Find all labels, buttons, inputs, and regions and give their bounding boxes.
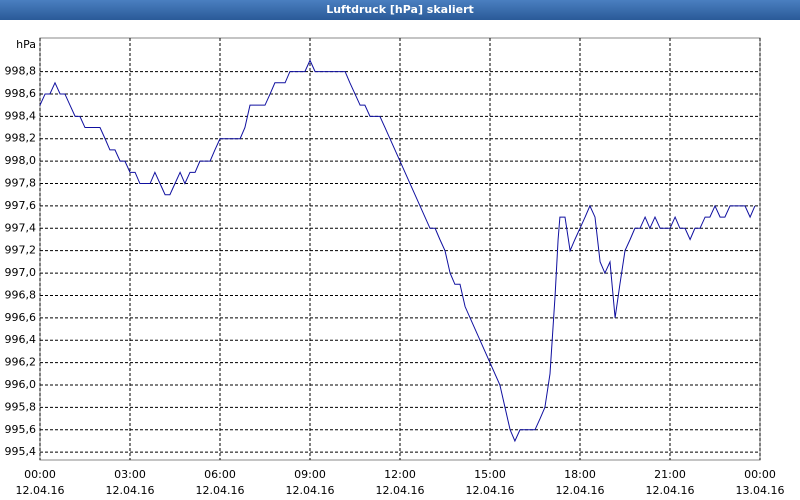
y-tick-label: 998,0 [5, 154, 37, 167]
y-tick-label: 995,4 [5, 445, 37, 458]
y-tick-label: 997,2 [5, 244, 37, 257]
y-tick-label: 995,6 [5, 423, 37, 436]
x-tick-label: 00:00 12.04.16 [15, 468, 65, 497]
y-tick-label: 998,4 [5, 109, 37, 122]
y-tick-label: 996,2 [5, 356, 37, 369]
y-tick-label: 998,6 [5, 87, 37, 100]
x-tick-label: 21:00 12.04.16 [645, 468, 695, 497]
y-tick-label: 996,6 [5, 311, 37, 324]
y-tick-label: 997,0 [5, 266, 37, 279]
y-tick-label: 997,8 [5, 177, 37, 190]
x-tick-label: 06:00 12.04.16 [195, 468, 245, 497]
y-tick-label: 998,2 [5, 132, 37, 145]
y-tick-label: 996,8 [5, 288, 37, 301]
x-tick-label: 18:00 12.04.16 [555, 468, 605, 497]
y-tick-label: 997,6 [5, 199, 37, 212]
x-tick-label: 00:00 13.04.16 [735, 468, 785, 497]
y-tick-label: 996,0 [5, 378, 37, 391]
chart-title: Luftdruck [hPa] skaliert [0, 0, 800, 20]
y-tick-label: 996,4 [5, 333, 37, 346]
data-line [39, 59, 756, 443]
x-tick-label: 03:00 12.04.16 [105, 468, 155, 497]
y-axis-label: hPa [16, 38, 36, 51]
y-tick-label: 998,8 [5, 65, 37, 78]
y-tick-label: 995,8 [5, 400, 37, 413]
x-tick-label: 09:00 12.04.16 [285, 468, 335, 497]
x-tick-label: 12:00 12.04.16 [375, 468, 425, 497]
x-tick-label: 15:00 12.04.16 [465, 468, 515, 497]
y-tick-label: 997,4 [5, 221, 37, 234]
